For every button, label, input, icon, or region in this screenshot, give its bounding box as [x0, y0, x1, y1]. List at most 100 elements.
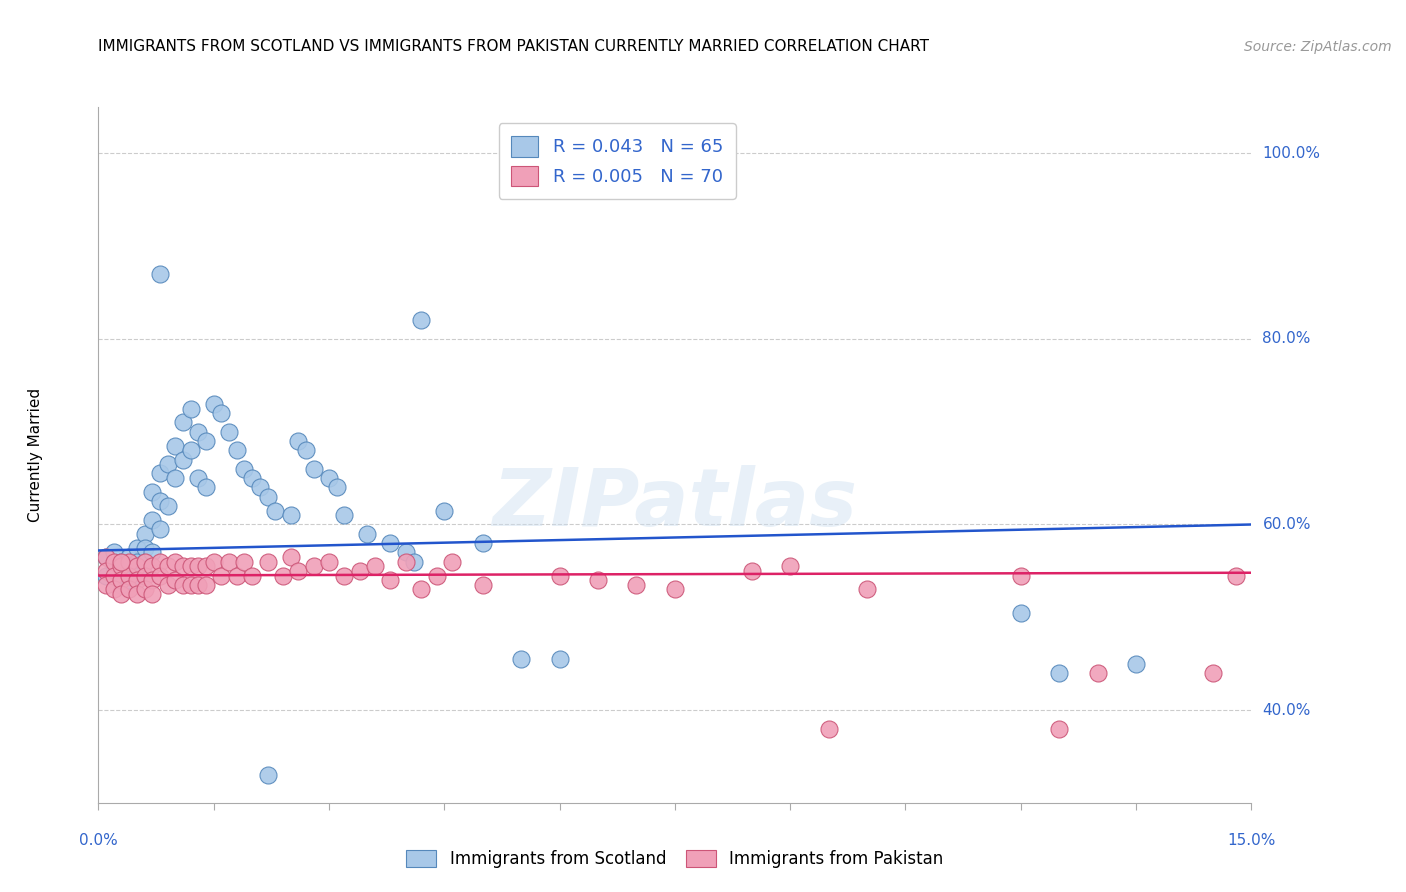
Point [103, 545, 125, 559]
Point [402, 555, 425, 569]
Point [134, 582, 156, 597]
Point [149, 555, 172, 569]
Point [202, 397, 225, 411]
Text: IMMIGRANTS FROM SCOTLAND VS IMMIGRANTS FROM PAKISTAN CURRENTLY MARRIED CORRELATI: IMMIGRANTS FROM SCOTLAND VS IMMIGRANTS F… [98, 38, 929, 54]
Point [817, 722, 839, 736]
Point [356, 526, 378, 541]
Point [195, 578, 218, 592]
Point [256, 555, 278, 569]
Point [125, 559, 148, 574]
Point [141, 545, 163, 559]
Point [626, 578, 648, 592]
Point [134, 526, 156, 541]
Point [187, 471, 209, 485]
Point [287, 564, 309, 578]
Point [471, 536, 494, 550]
Point [149, 494, 172, 508]
Point [264, 503, 287, 517]
Point [1225, 568, 1247, 582]
Point [125, 573, 148, 587]
Point [134, 568, 156, 582]
Point [94, 568, 117, 582]
Point [218, 425, 240, 439]
Point [187, 559, 209, 574]
Legend: R = 0.043   N = 65, R = 0.005   N = 70: R = 0.043 N = 65, R = 0.005 N = 70 [499, 123, 735, 199]
Point [380, 536, 402, 550]
Point [141, 559, 163, 574]
Point [103, 568, 125, 582]
Text: 15.0%: 15.0% [1227, 833, 1275, 848]
Point [141, 587, 163, 601]
Point [1087, 665, 1109, 680]
Point [1125, 657, 1147, 671]
Point [94, 578, 117, 592]
Point [426, 568, 449, 582]
Point [125, 587, 148, 601]
Point [141, 513, 163, 527]
Point [233, 462, 256, 476]
Point [110, 568, 132, 582]
Point [856, 582, 879, 597]
Point [165, 573, 187, 587]
Point [156, 499, 179, 513]
Point [172, 559, 194, 574]
Point [240, 568, 263, 582]
Point [318, 471, 340, 485]
Point [225, 568, 247, 582]
Point [103, 582, 125, 597]
Text: 80.0%: 80.0% [1263, 332, 1310, 346]
Point [471, 578, 494, 592]
Point [110, 573, 132, 587]
Point [103, 555, 125, 569]
Point [510, 652, 533, 666]
Point [125, 568, 148, 582]
Point [333, 568, 356, 582]
Point [325, 480, 347, 494]
Point [380, 573, 402, 587]
Point [134, 555, 156, 569]
Point [202, 555, 225, 569]
Point [209, 406, 232, 420]
Point [187, 578, 209, 592]
Point [118, 555, 141, 569]
Point [180, 578, 202, 592]
Point [180, 401, 202, 416]
Point [141, 485, 163, 500]
Text: Source: ZipAtlas.com: Source: ZipAtlas.com [1244, 39, 1392, 54]
Text: Currently Married: Currently Married [28, 388, 42, 522]
Point [118, 549, 141, 564]
Point [149, 568, 172, 582]
Point [349, 564, 371, 578]
Point [94, 549, 117, 564]
Point [134, 568, 156, 582]
Text: 0.0%: 0.0% [79, 833, 118, 848]
Point [1047, 722, 1070, 736]
Legend: Immigrants from Scotland, Immigrants from Pakistan: Immigrants from Scotland, Immigrants fro… [399, 843, 950, 875]
Point [118, 582, 141, 597]
Point [172, 416, 194, 430]
Point [271, 568, 294, 582]
Point [141, 573, 163, 587]
Point [172, 578, 194, 592]
Point [209, 568, 232, 582]
Point [187, 425, 209, 439]
Point [249, 480, 271, 494]
Point [364, 559, 387, 574]
Point [172, 452, 194, 467]
Point [180, 559, 202, 574]
Point [411, 313, 433, 327]
Point [94, 549, 117, 564]
Point [779, 559, 801, 574]
Point [134, 541, 156, 555]
Point [287, 434, 309, 448]
Point [586, 573, 609, 587]
Point [218, 555, 240, 569]
Point [1010, 568, 1032, 582]
Point [165, 439, 187, 453]
Point [195, 559, 218, 574]
Point [110, 587, 132, 601]
Point [118, 573, 141, 587]
Point [318, 555, 340, 569]
Point [256, 490, 278, 504]
Text: 40.0%: 40.0% [1263, 703, 1310, 717]
